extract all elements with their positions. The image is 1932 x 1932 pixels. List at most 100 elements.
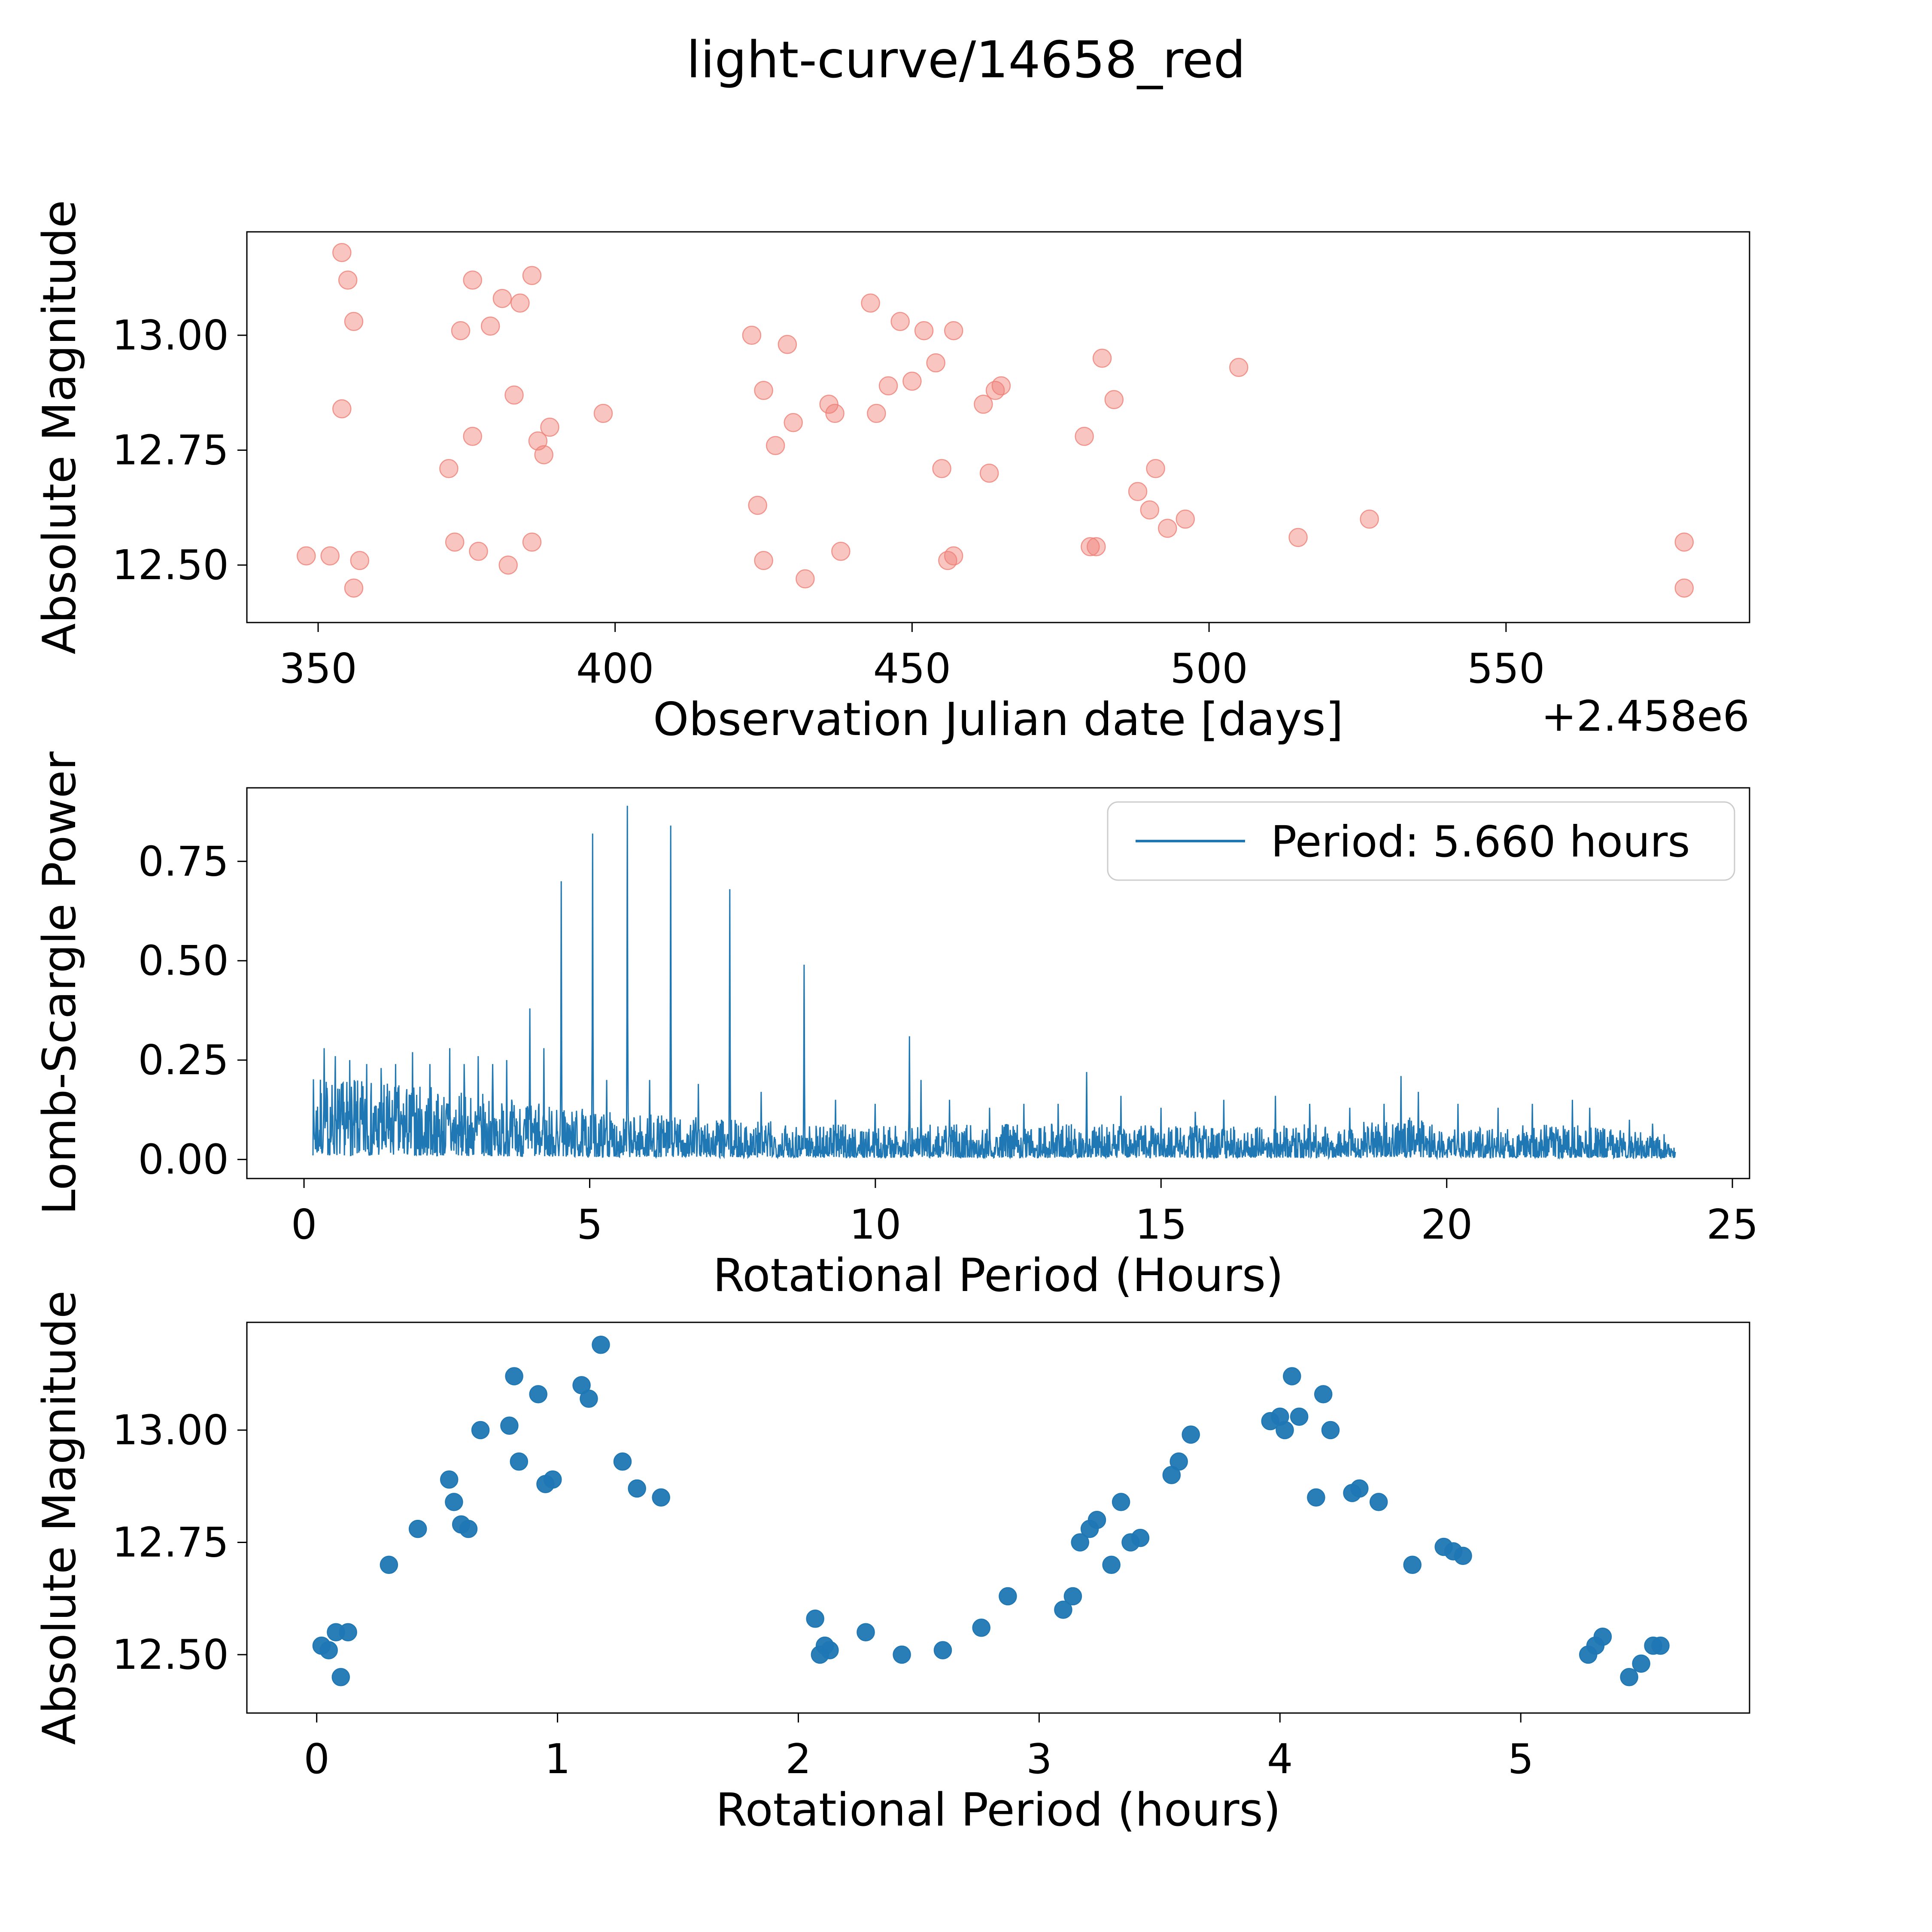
data-point bbox=[857, 1623, 875, 1641]
data-point bbox=[510, 293, 530, 313]
data-point bbox=[332, 243, 352, 262]
data-point bbox=[944, 546, 963, 566]
y-axis-label: Absolute Magnitude bbox=[33, 1291, 86, 1745]
y-tick-label: 0.25 bbox=[138, 1037, 229, 1084]
data-point bbox=[991, 376, 1011, 395]
data-point bbox=[439, 459, 459, 478]
data-point bbox=[459, 1519, 478, 1538]
data-point bbox=[344, 312, 364, 331]
data-point bbox=[652, 1488, 670, 1507]
data-point bbox=[1088, 1510, 1106, 1529]
data-point bbox=[979, 463, 999, 483]
data-point bbox=[1350, 1479, 1369, 1498]
data-point bbox=[1369, 1493, 1388, 1511]
x-tick-label: 25 bbox=[1707, 1201, 1759, 1249]
x-tick-label: 5 bbox=[577, 1201, 602, 1249]
data-point bbox=[1403, 1555, 1422, 1574]
data-point bbox=[1176, 509, 1195, 529]
data-point bbox=[902, 371, 922, 391]
data-point bbox=[974, 395, 993, 414]
data-point bbox=[1283, 1367, 1301, 1385]
y-tick-label: 13.00 bbox=[112, 1407, 229, 1454]
data-point bbox=[1288, 528, 1308, 547]
y-tick-label: 0.75 bbox=[138, 838, 229, 885]
data-point bbox=[820, 1641, 839, 1659]
axes-frame bbox=[246, 231, 1750, 623]
data-point bbox=[1102, 1555, 1121, 1574]
data-point bbox=[592, 1336, 610, 1354]
data-point bbox=[1307, 1488, 1325, 1507]
data-point bbox=[1104, 390, 1124, 410]
phase-folded-light-curve: 0 1 2 3 4 5 12.50 12.75 13.00 Rotational Period (… bbox=[33, 1291, 1750, 1836]
data-point bbox=[972, 1619, 990, 1637]
data-point bbox=[544, 1470, 562, 1489]
y-axis-label: Lomb-Scargle Power bbox=[33, 751, 86, 1215]
raw-light-curve: 350 400 450 500 550 12.50 12.75 13.00 Observatio… bbox=[33, 200, 1750, 746]
x-axis-label: Observation Julian date [days] bbox=[653, 693, 1343, 746]
x-tick-label: 20 bbox=[1421, 1201, 1473, 1249]
data-point bbox=[1182, 1425, 1200, 1444]
data-point bbox=[522, 532, 542, 552]
data-point bbox=[1290, 1407, 1309, 1426]
data-point bbox=[1146, 459, 1165, 478]
data-point bbox=[1158, 519, 1177, 538]
y-tick-label: 13.00 bbox=[112, 312, 229, 359]
data-point bbox=[1087, 537, 1106, 556]
data-point bbox=[796, 569, 815, 589]
data-point bbox=[890, 312, 910, 331]
data-point bbox=[1651, 1636, 1670, 1655]
data-point bbox=[628, 1479, 646, 1498]
data-point bbox=[831, 541, 851, 561]
data-point bbox=[1071, 1533, 1089, 1552]
data-point bbox=[320, 546, 340, 566]
data-point bbox=[1128, 482, 1148, 501]
data-point bbox=[1276, 1421, 1294, 1440]
data-point bbox=[932, 459, 951, 478]
x-tick-label: 450 bbox=[873, 645, 951, 693]
data-point bbox=[445, 532, 465, 552]
data-point bbox=[319, 1641, 338, 1659]
data-point bbox=[350, 551, 370, 570]
data-point bbox=[878, 376, 898, 395]
data-point bbox=[1321, 1421, 1340, 1440]
x-tick-label: 15 bbox=[1135, 1201, 1187, 1249]
lomb-scargle-periodogram: 0 5 10 15 20 25 0.00 0.25 0.50 0.75 Rotational Per… bbox=[33, 751, 1759, 1302]
data-point bbox=[999, 1587, 1017, 1606]
data-point bbox=[1360, 509, 1379, 529]
data-point bbox=[1081, 537, 1100, 556]
data-point bbox=[867, 404, 886, 423]
x-tick-label: 1 bbox=[544, 1736, 570, 1783]
y-tick-label: 12.50 bbox=[112, 542, 229, 589]
data-point bbox=[1454, 1546, 1472, 1565]
data-point bbox=[1112, 1493, 1130, 1511]
axes-frame bbox=[246, 787, 1750, 1179]
data-point bbox=[529, 1385, 547, 1403]
data-point bbox=[819, 395, 838, 414]
data-point bbox=[408, 1519, 427, 1538]
data-point bbox=[914, 321, 934, 340]
data-point bbox=[440, 1470, 459, 1489]
data-point bbox=[445, 1493, 463, 1511]
data-point bbox=[332, 399, 352, 419]
x-tick-label: 2 bbox=[785, 1736, 811, 1783]
data-point bbox=[469, 541, 488, 561]
x-axis-label: Rotational Period (Hours) bbox=[713, 1249, 1284, 1302]
data-point bbox=[944, 321, 963, 340]
data-point bbox=[480, 316, 500, 336]
legend-label: Period: 5.660 hours bbox=[1271, 817, 1690, 867]
data-point bbox=[1620, 1668, 1638, 1686]
y-tick-label: 12.50 bbox=[112, 1631, 229, 1679]
x-tick-label: 5 bbox=[1508, 1736, 1534, 1783]
y-tick-label: 12.75 bbox=[112, 1519, 229, 1567]
x-tick-label: 350 bbox=[279, 645, 357, 693]
data-point bbox=[463, 270, 482, 290]
data-point bbox=[451, 321, 471, 340]
axes-frame bbox=[246, 1321, 1750, 1714]
data-point bbox=[1140, 500, 1160, 519]
data-point bbox=[344, 578, 364, 598]
data-point bbox=[1131, 1528, 1150, 1547]
y-tick-label: 0.00 bbox=[138, 1136, 229, 1184]
data-point bbox=[380, 1555, 398, 1574]
x-tick-label: 3 bbox=[1026, 1736, 1052, 1783]
